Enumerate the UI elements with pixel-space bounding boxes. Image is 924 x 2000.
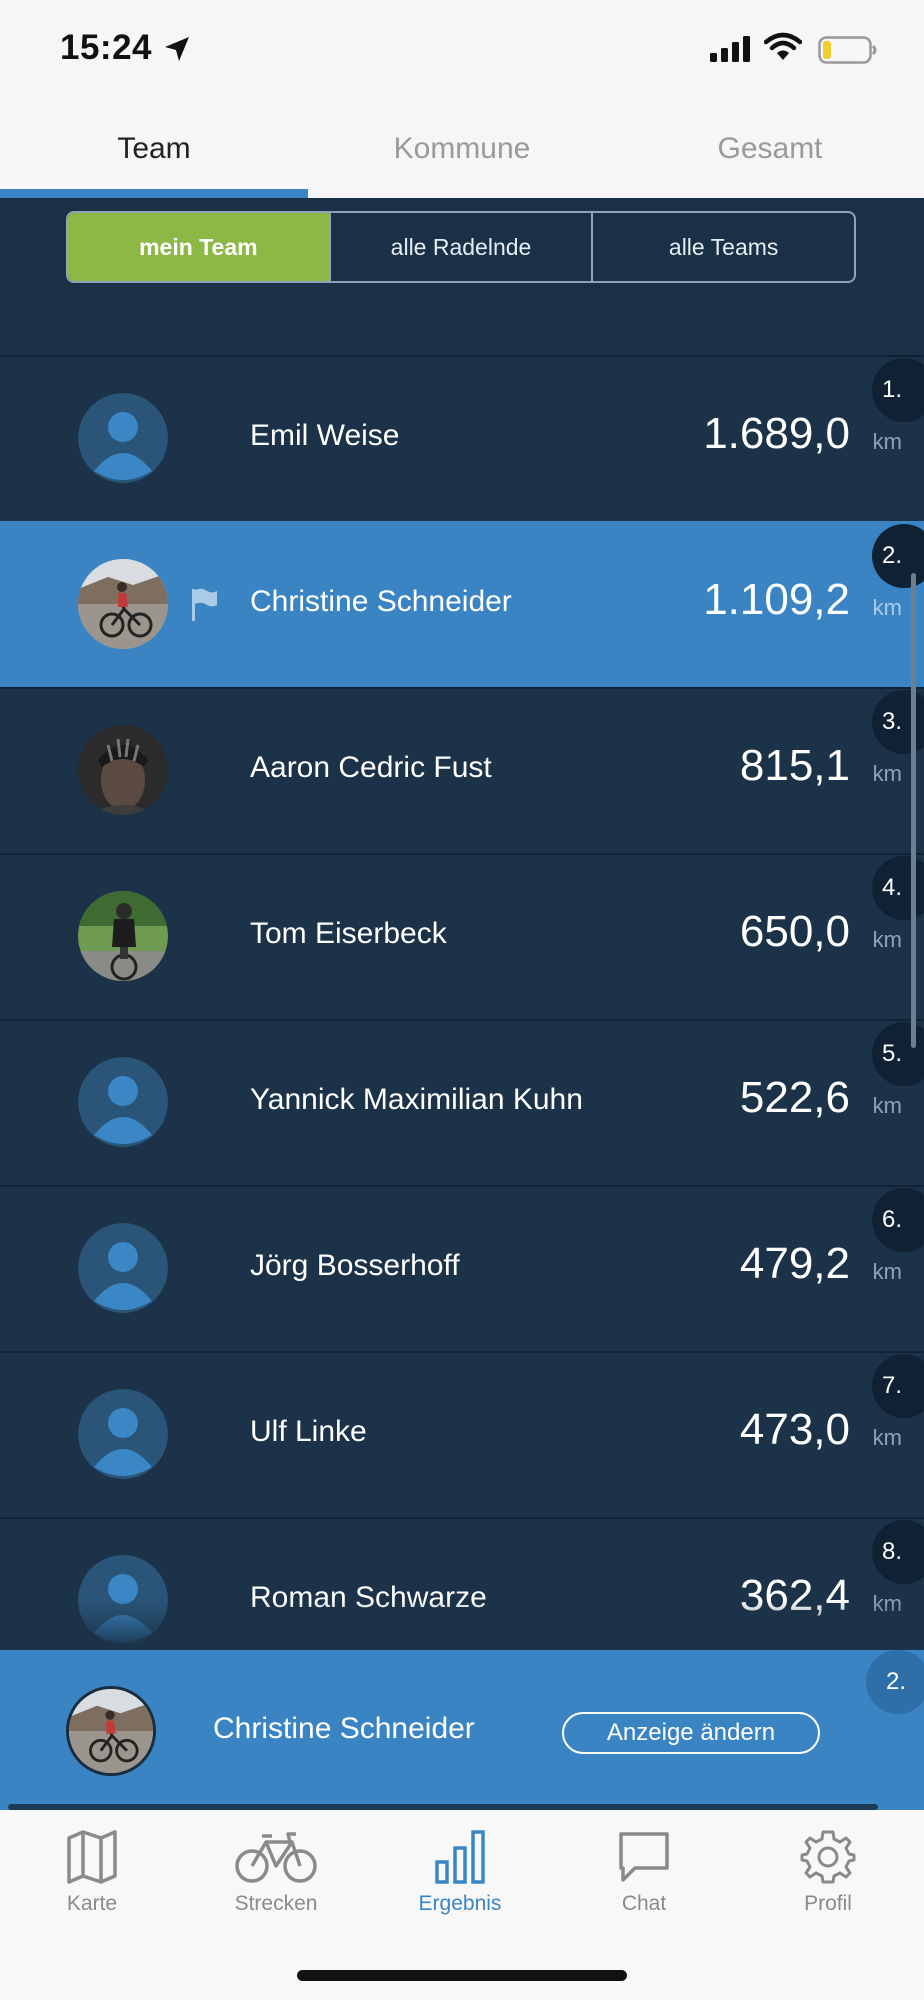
row-unit: km [872, 429, 902, 454]
tab-label: Karte [66, 1892, 118, 1915]
tab-indicator [0, 189, 308, 198]
status-bar: 15:24 [0, 0, 924, 100]
tab-ergebnis[interactable]: Ergebnis [368, 1828, 552, 1938]
tab-kommune[interactable]: Kommune [393, 132, 531, 165]
tab-label: Strecken [234, 1892, 318, 1915]
status-time: 15:24 [60, 28, 153, 67]
cellular-signal-icon [710, 36, 752, 67]
map-icon [67, 1830, 117, 1884]
row-distance: 1.689,0 [703, 409, 850, 458]
tab-karte[interactable]: Karte [0, 1828, 184, 1938]
row-unit: km [872, 1093, 902, 1118]
rank-badge: 5. [872, 1022, 924, 1086]
ranking-row-me[interactable]: 2. Christine Schneider 1.109,2 km [0, 521, 924, 687]
row-distance: 479,2 [739, 1239, 850, 1288]
flag-icon [190, 587, 218, 626]
ranking-list[interactable]: 1. Emil Weise 1.689,0 km 2. Chr [0, 355, 924, 1650]
bottom-tab-bar: Karte Strecken Ergebnis Chat Profil [0, 1810, 924, 2000]
battery-icon [818, 36, 878, 69]
row-name: Yannick Maximilian Kuhn [250, 1083, 583, 1116]
row-distance: 522,6 [739, 1073, 850, 1122]
my-position-bar: 2. Christine Schneider Anzeige ändern [0, 1650, 924, 1810]
ranking-row[interactable]: 6. Jörg Bosserhoff 479,2 km [0, 1185, 924, 1351]
row-unit: km [872, 761, 902, 786]
row-distance: 362,4 [739, 1571, 850, 1620]
tab-label: Profil [804, 1892, 852, 1915]
row-unit: km [872, 1425, 902, 1450]
gear-icon [800, 1830, 856, 1884]
tab-strecken[interactable]: Strecken [184, 1828, 368, 1938]
filter-alle-teams[interactable]: alle Teams [668, 233, 779, 260]
rank-badge: 4. [872, 856, 924, 920]
rank-badge: 2. [872, 524, 924, 588]
row-distance: 1.109,2 [703, 575, 850, 624]
ranking-row[interactable]: 5. Yannick Maximilian Kuhn 522,6 km [0, 1019, 924, 1185]
rank-badge: 3. [872, 690, 924, 754]
tab-profil[interactable]: Profil [736, 1828, 920, 1938]
my-name: Christine Schneider [213, 1712, 475, 1745]
row-name: Ulf Linke [250, 1415, 367, 1448]
rank-badge: 1. [872, 358, 924, 422]
ranking-row[interactable]: 1. Emil Weise 1.689,0 km [0, 355, 924, 521]
chat-icon [619, 1832, 669, 1882]
row-unit: km [872, 927, 902, 952]
row-name: Christine Schneider [250, 585, 512, 618]
row-unit: km [872, 1259, 902, 1284]
cyclist-photo-avatar [66, 1686, 156, 1776]
row-name: Aaron Cedric Fust [250, 751, 492, 784]
tab-label: Chat [621, 1892, 667, 1915]
ranking-row[interactable]: 3. Aaron Cedric Fust 815,1 km [0, 687, 924, 853]
list-scrollbar[interactable] [911, 573, 916, 1048]
location-arrow-icon [162, 34, 192, 69]
top-tabs: Team Kommune Gesamt [0, 100, 924, 198]
default-avatar-icon [78, 1223, 168, 1313]
cyclist-photo-avatar [78, 891, 168, 981]
home-indicator[interactable] [297, 1970, 627, 1981]
change-display-button[interactable]: Anzeige ändern [562, 1712, 820, 1754]
row-name: Tom Eiserbeck [250, 917, 447, 950]
row-unit: km [872, 595, 902, 620]
ranking-row[interactable]: 8. Roman Schwarze 362,4 km [0, 1517, 924, 1650]
wifi-icon [763, 32, 803, 67]
row-name: Jörg Bosserhoff [250, 1249, 460, 1282]
bicycle-icon [235, 1832, 317, 1883]
filter-mein-team[interactable]: mein Team [68, 213, 331, 281]
default-avatar-icon [78, 393, 168, 483]
row-name: Emil Weise [250, 419, 400, 452]
default-avatar-icon [78, 1057, 168, 1147]
row-name: Roman Schwarze [250, 1581, 487, 1614]
filter-segmented-control: mein Team alle Radelnde alle Teams [66, 211, 856, 283]
tab-gesamt[interactable]: Gesamt [717, 132, 823, 165]
tab-label: Ergebnis [418, 1892, 502, 1915]
default-avatar-icon [78, 1555, 168, 1645]
default-avatar-icon [78, 1389, 168, 1479]
row-distance: 815,1 [739, 741, 850, 790]
cyclist-photo-avatar [78, 559, 168, 649]
tab-team[interactable]: Team [117, 132, 191, 165]
divider [8, 1804, 878, 1810]
ranking-row[interactable]: 4. Tom Eiserbeck 650,0 km [0, 853, 924, 1019]
bar-chart-icon [435, 1830, 485, 1884]
filter-alle-radelnde[interactable]: alle Radelnde [331, 213, 594, 281]
rank-badge: 8. [872, 1520, 924, 1584]
rank-badge: 7. [872, 1354, 924, 1418]
row-distance: 473,0 [739, 1405, 850, 1454]
ranking-row[interactable]: 7. Ulf Linke 473,0 km [0, 1351, 924, 1517]
helmet-photo-avatar [78, 725, 168, 815]
rank-badge: 6. [872, 1188, 924, 1252]
row-unit: km [872, 1591, 902, 1616]
row-distance: 650,0 [739, 907, 850, 956]
tab-chat[interactable]: Chat [552, 1828, 736, 1938]
my-rank-badge: 2. [866, 1650, 924, 1714]
